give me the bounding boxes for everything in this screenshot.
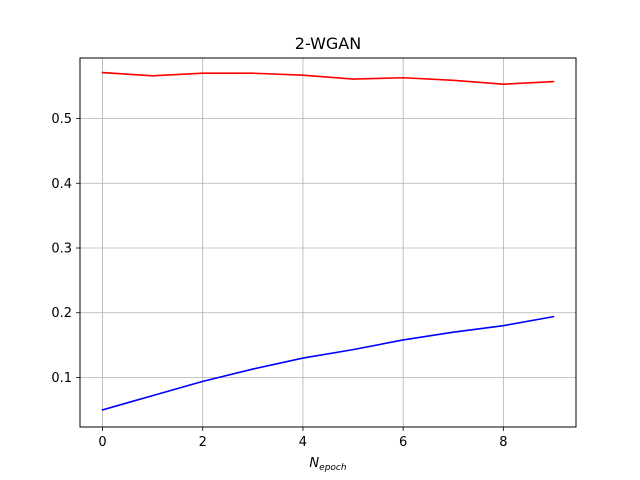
x-axis-label: Nepoch [309, 456, 346, 473]
x-tick-label: 6 [399, 435, 407, 450]
series-line-2 [101, 315, 555, 411]
x-tick-label: 2 [199, 435, 207, 450]
x-axis-label-main: N [309, 456, 319, 471]
series-layer [101, 71, 555, 411]
chart-title: 2-WGAN [295, 34, 361, 53]
plot-frame [79, 57, 577, 428]
x-tick-label: 4 [299, 435, 307, 450]
y-tick-label: 0.2 [51, 306, 72, 321]
x-tick-label: 8 [499, 435, 507, 450]
tick-layer: 0 2 4 6 8 0.1 0.2 0.3 0.4 0.5 [51, 112, 507, 450]
y-tick-label: 0.5 [51, 112, 72, 127]
series-line-1 [101, 71, 555, 86]
y-tick-label: 0.4 [51, 177, 72, 192]
grid-layer [80, 58, 576, 427]
x-tick-label: 0 [98, 435, 106, 450]
y-tick-label: 0.1 [51, 371, 72, 386]
x-axis-label-subscript: epoch [319, 463, 347, 473]
y-tick-label: 0.3 [51, 242, 72, 257]
